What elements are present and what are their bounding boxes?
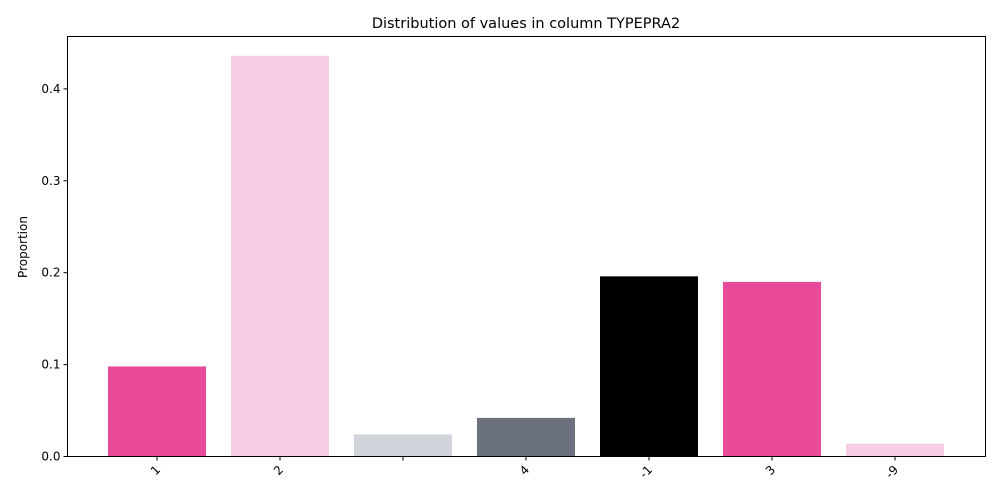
x-tick-label: -1 bbox=[637, 463, 655, 481]
x-tick-label: 3 bbox=[763, 463, 778, 478]
y-tick-label: 0.4 bbox=[41, 82, 60, 96]
x-tick-label: 1 bbox=[148, 463, 163, 478]
y-tick-label: 0.1 bbox=[41, 358, 60, 372]
y-axis: 0.0 0.1 0.2 0.3 0.4 bbox=[41, 82, 68, 464]
bar bbox=[108, 366, 206, 457]
x-tick-label: 2 bbox=[271, 463, 286, 478]
bar bbox=[846, 443, 944, 457]
bar bbox=[354, 434, 452, 457]
y-tick-label: 0.2 bbox=[41, 266, 60, 280]
y-axis-label: Proportion bbox=[16, 216, 30, 278]
chart-title: Distribution of values in column TYPEPRA… bbox=[372, 16, 680, 32]
plot-frame bbox=[67, 36, 986, 457]
y-tick-label: 0.3 bbox=[41, 174, 60, 188]
bar bbox=[477, 417, 575, 457]
bar bbox=[723, 281, 821, 457]
x-tick-label: 4 bbox=[517, 463, 532, 478]
bar bbox=[231, 55, 329, 457]
x-tick-label: -9 bbox=[883, 463, 901, 481]
bar bbox=[600, 276, 698, 457]
bars-group bbox=[108, 55, 944, 457]
y-tick-label: 0.0 bbox=[41, 450, 60, 464]
x-axis: 1 2 4 -1 3 -9 bbox=[148, 456, 901, 481]
